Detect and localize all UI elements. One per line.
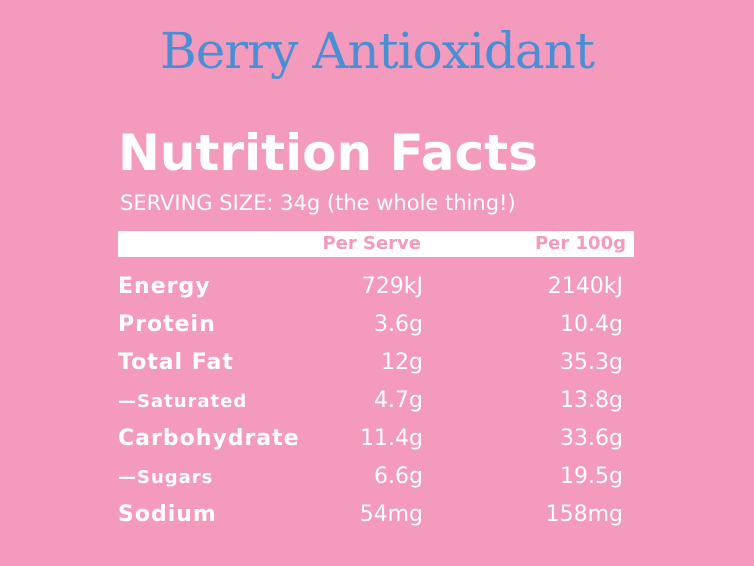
nutrient-value: 729kJ: [361, 274, 423, 299]
nutrient-value: 11.4g: [360, 426, 423, 451]
table-row: Protein 3.6g 10.4g: [118, 312, 628, 348]
nutrient-value: 2140kJ: [547, 274, 623, 299]
serving-size: SERVING SIZE: 34g (the whole thing!): [120, 191, 516, 215]
nutrient-value: 19.5g: [560, 464, 623, 489]
column-header: Per 100g: [534, 233, 626, 254]
nutrient-value: 10.4g: [560, 312, 623, 337]
table-row: —Saturated 4.7g 13.8g: [118, 388, 628, 424]
nutrient-value: 35.3g: [560, 350, 623, 375]
nutrient-value: 158mg: [545, 502, 623, 527]
nutrient-value: 54mg: [359, 502, 423, 527]
nutrient-value: 12g: [381, 350, 423, 375]
header-bar: [118, 231, 634, 257]
nutrient-value: 13.8g: [560, 388, 623, 413]
heading: Nutrition Facts: [118, 124, 538, 182]
table-row: Total Fat 12g 35.3g: [118, 350, 628, 386]
nutrient-value: 3.6g: [374, 312, 423, 337]
nutrient-value: 33.6g: [560, 426, 623, 451]
nutrient-name: Total Fat: [118, 350, 234, 375]
table-row: Sodium 54mg 158mg: [118, 502, 628, 538]
nutrient-name: Protein: [118, 312, 216, 337]
nutrient-name: —Saturated: [118, 391, 248, 412]
nutrient-name: Energy: [118, 274, 211, 299]
product-title: Berry Antioxidant: [159, 22, 595, 80]
table-row: Carbohydrate 11.4g 33.6g: [118, 426, 628, 462]
column-header: Per Serve: [322, 233, 421, 254]
nutrient-name: —Sugars: [118, 467, 214, 488]
nutrient-value: 6.6g: [374, 464, 423, 489]
table-row: Energy 729kJ 2140kJ: [118, 274, 628, 310]
nutrient-value: 4.7g: [374, 388, 423, 413]
nutrient-name: Sodium: [118, 502, 217, 527]
nutrient-name: Carbohydrate: [118, 426, 300, 451]
table-row: —Sugars 6.6g 19.5g: [118, 464, 628, 500]
